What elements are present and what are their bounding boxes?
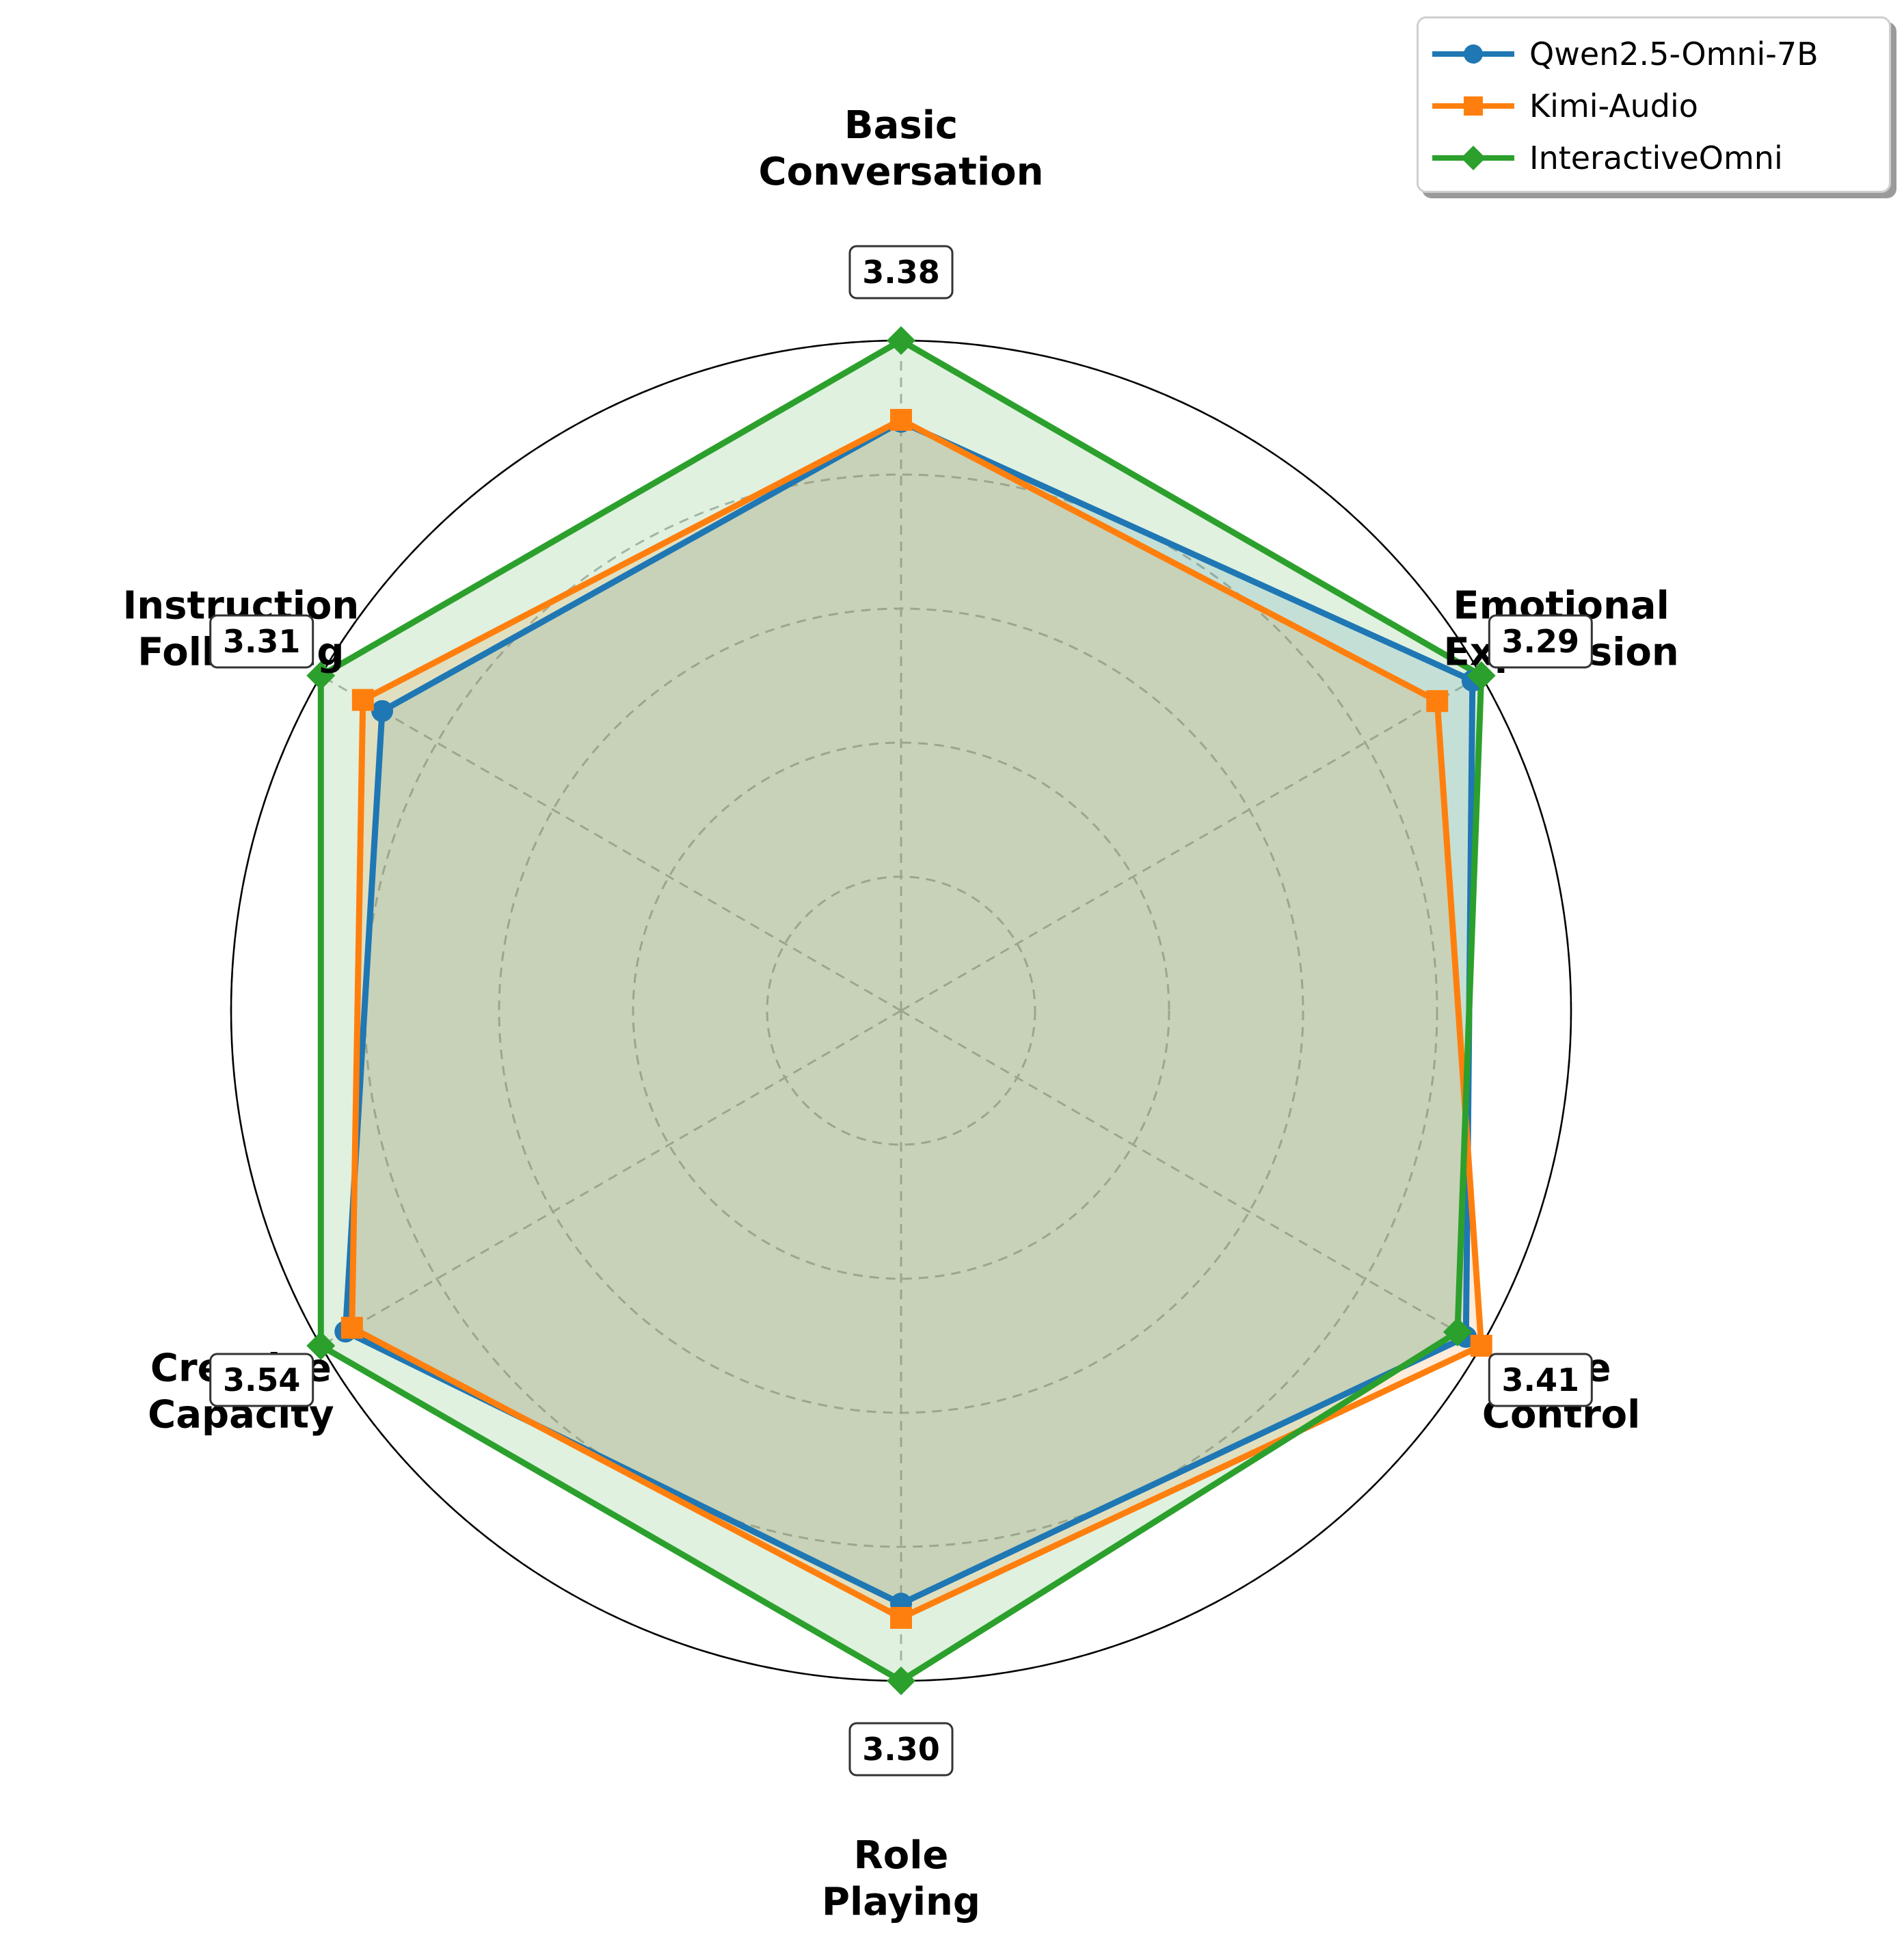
legend-swatch-diamond [1432,146,1514,170]
legend-item-interactiveomni: InteractiveOmni [1432,132,1875,184]
data-point-1-1 [1426,690,1449,713]
max-value-box: 3.41 [1488,1353,1593,1407]
max-value-box: 3.38 [848,245,954,300]
max-value-label: 3.29 [1502,623,1580,660]
series-fill-2 [321,341,1481,1681]
series-markers [306,326,1496,1695]
max-value-label: 3.54 [223,1361,301,1398]
data-point-1-4 [340,1316,363,1339]
max-value-box: 3.30 [848,1722,954,1777]
series-fill-1 [351,420,1481,1618]
data-point-1-2 [1470,1335,1492,1357]
grid-spoke [320,1009,902,1347]
axis-label-line: Playing [822,1880,980,1924]
series-fills [321,341,1481,1681]
legend-swatch-circle [1432,44,1514,64]
grid-ring-4 [364,473,1438,1548]
axis-label-line: Role [854,1833,949,1878]
legend-item-qwen: Qwen2.5-Omni-7B [1432,28,1875,80]
data-point-2-2 [1443,1317,1472,1346]
legend: Qwen2.5-Omni-7B Kimi-Audio InteractiveOm… [1417,16,1891,193]
legend-label: Kimi-Audio [1529,88,1698,124]
axis-labels: BasicConversation3.38EmotionalExpression… [122,103,1678,1924]
grid-spoke [900,674,1482,1012]
max-value-label: 3.30 [862,1731,940,1768]
legend-label: InteractiveOmni [1529,139,1783,176]
max-value-label: 3.41 [1502,1361,1580,1398]
series-fill-0 [345,421,1473,1604]
max-value-box: 3.54 [209,1353,314,1407]
max-value-box: 3.29 [1488,614,1593,669]
max-value-label: 3.31 [223,623,301,660]
data-point-0-5 [371,700,394,722]
data-point-2-5 [306,661,336,690]
axis-label-line: Conversation [759,150,1044,194]
data-point-1-0 [890,408,912,431]
data-point-2-3 [887,1666,915,1695]
data-point-2-4 [306,1331,336,1360]
max-value-label: 3.38 [862,254,940,291]
max-value-box: 3.31 [209,614,314,669]
data-point-1-3 [890,1606,912,1629]
grid-ring-2 [632,741,1170,1280]
grid-spoke [900,1009,1482,1347]
data-point-2-0 [887,326,915,355]
axis-label-line: Basic [844,103,958,148]
legend-item-kimi: Kimi-Audio [1432,80,1875,132]
axis-label: Basic Conversation [759,103,1044,194]
legend-label: Qwen2.5-Omni-7B [1529,36,1819,72]
data-point-1-5 [351,689,374,711]
data-point-2-1 [1466,661,1496,690]
grid-spoke [320,674,902,1012]
axis-label: Role Playing [822,1833,980,1924]
legend-swatch-square [1432,96,1514,116]
